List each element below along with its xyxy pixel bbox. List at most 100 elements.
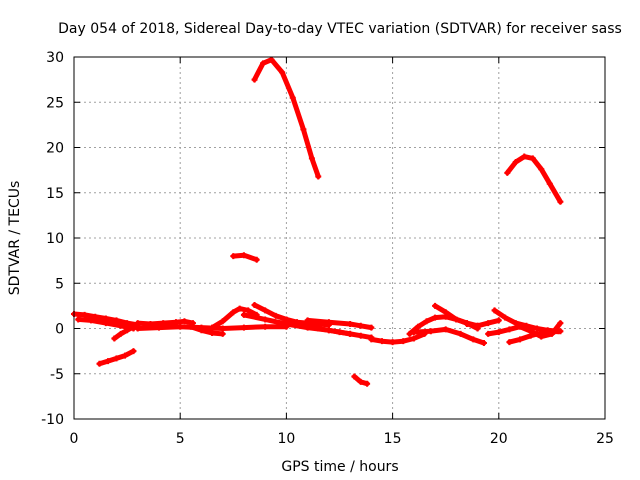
data-point — [117, 322, 124, 329]
data-point — [406, 330, 413, 337]
series-arc-7 — [188, 324, 226, 337]
data-point — [364, 380, 371, 387]
data-point — [251, 76, 258, 83]
data-point — [304, 323, 311, 330]
data-point — [432, 302, 439, 309]
data-point — [253, 256, 260, 263]
data-point — [378, 338, 385, 345]
data-point — [113, 317, 120, 324]
data-point — [75, 316, 82, 323]
data-point — [557, 328, 564, 335]
data-point — [130, 323, 137, 330]
y-tick-label: 15 — [46, 186, 64, 202]
data-series — [71, 56, 564, 387]
data-point — [300, 126, 307, 133]
data-point — [506, 339, 513, 346]
data-point — [124, 327, 131, 334]
y-tick-label: 25 — [46, 95, 64, 111]
data-point — [113, 355, 120, 362]
data-point — [415, 323, 422, 330]
data-point — [236, 305, 243, 312]
data-point — [504, 169, 511, 176]
data-point — [474, 322, 481, 329]
data-point — [219, 325, 226, 332]
data-point — [410, 335, 417, 342]
data-point — [389, 339, 396, 346]
data-point — [325, 327, 332, 334]
grid-lines — [74, 57, 605, 419]
data-point — [315, 325, 322, 332]
data-point — [121, 352, 128, 359]
data-point — [134, 320, 141, 327]
data-point — [529, 155, 536, 162]
data-point — [512, 320, 519, 327]
data-point — [512, 158, 519, 165]
data-point — [187, 323, 194, 330]
x-tick-label: 10 — [277, 431, 295, 447]
data-point — [251, 301, 258, 308]
data-point — [357, 378, 364, 385]
data-point — [181, 318, 188, 325]
data-point — [219, 330, 226, 337]
data-point — [357, 332, 364, 339]
data-point — [423, 318, 430, 325]
data-point — [557, 320, 564, 327]
data-point — [240, 324, 247, 331]
x-tick-label: 0 — [70, 431, 79, 447]
y-tick-label: 10 — [46, 231, 64, 247]
data-point — [442, 309, 449, 316]
data-point — [400, 338, 407, 345]
data-point — [357, 322, 364, 329]
data-point — [538, 166, 545, 173]
y-axis-label: SDTVAR / TECUs — [7, 181, 23, 296]
data-point — [480, 339, 487, 346]
data-point — [209, 324, 216, 331]
data-point — [130, 348, 137, 355]
data-point — [495, 329, 502, 336]
data-point — [427, 328, 434, 335]
data-point — [548, 329, 555, 336]
data-point — [491, 307, 498, 314]
y-tick-label: 20 — [46, 141, 64, 157]
y-tick-label: 30 — [46, 50, 64, 66]
data-point — [485, 330, 492, 337]
data-point — [315, 173, 322, 180]
data-point — [485, 320, 492, 327]
data-point — [521, 153, 528, 160]
data-point — [527, 332, 534, 339]
series-arc-20 — [464, 317, 502, 329]
data-point — [325, 319, 332, 326]
data-point — [245, 307, 252, 314]
data-point — [546, 180, 553, 187]
data-point — [262, 316, 269, 323]
data-point — [198, 327, 205, 334]
x-tick-label: 15 — [384, 431, 402, 447]
data-point — [502, 314, 509, 321]
data-point — [457, 330, 464, 337]
y-tick-label: -10 — [41, 412, 64, 428]
axis-ticks: 0 5 10 15 20 25 -10 -5 0 5 10 15 20 25 30 — [41, 50, 614, 447]
series-arc-4 — [111, 324, 136, 341]
data-point — [463, 320, 470, 327]
chart-title: Day 054 of 2018, Sidereal Day-to-day VTE… — [58, 21, 622, 37]
data-point — [351, 373, 358, 380]
data-point — [96, 360, 103, 367]
data-point — [81, 311, 88, 318]
data-point — [134, 325, 141, 332]
x-axis-label: GPS time / hours — [281, 459, 398, 475]
data-point — [240, 311, 247, 318]
data-point — [517, 323, 524, 330]
data-point — [410, 329, 417, 336]
data-point — [155, 324, 162, 331]
data-point — [102, 320, 109, 327]
data-point — [230, 253, 237, 260]
x-tick-label: 25 — [596, 431, 614, 447]
data-point — [172, 319, 179, 326]
data-point — [368, 336, 375, 343]
data-point — [219, 318, 226, 325]
data-point — [347, 320, 354, 327]
data-point — [294, 320, 301, 327]
data-point — [368, 324, 375, 331]
data-point — [111, 335, 118, 342]
